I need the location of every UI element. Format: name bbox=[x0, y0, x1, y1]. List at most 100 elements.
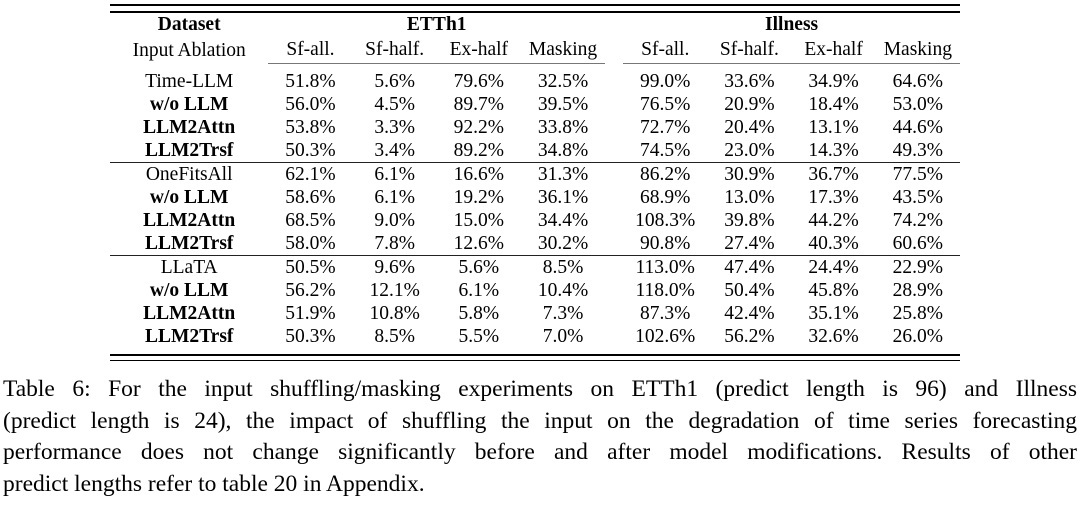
cell-value: 7.3% bbox=[542, 302, 584, 324]
cell-value: 12.6% bbox=[453, 232, 505, 254]
table-row: Time-LLM 51.8% 5.6% 79.6% 32.5% 99.0% 33.6% 34.… bbox=[110, 64, 960, 94]
cell-value: 32.6% bbox=[808, 325, 859, 347]
column-gap bbox=[605, 13, 623, 37]
cell-value: 50.5% bbox=[268, 255, 353, 279]
column-gap bbox=[605, 93, 623, 116]
cell-value: 20.4% bbox=[724, 116, 775, 138]
cell-value: 19.2% bbox=[453, 186, 505, 208]
cell-value: 58.6% bbox=[285, 186, 336, 208]
row-label: LLM2Attn bbox=[143, 116, 236, 138]
table-row: LLM2Attn 51.9% 10.8% 5.8% 7.3% 87.3% 42.4% 35.1… bbox=[110, 302, 960, 325]
cell-value: 79.6% bbox=[453, 70, 505, 92]
row-label: LLM2Attn bbox=[143, 209, 236, 231]
row-label: LLaTA bbox=[110, 255, 269, 279]
cell-value: 39.5% bbox=[537, 93, 589, 115]
subcol-etth1-ex-half: Ex-half bbox=[436, 37, 521, 64]
row-label: w/o LLM bbox=[149, 279, 229, 301]
table-header: Dataset ETTh1 Illness Input Ablation Sf-… bbox=[110, 13, 960, 64]
cell-value: 50.3% bbox=[285, 139, 336, 161]
cell-value: 32.5% bbox=[537, 70, 589, 92]
row-label: OneFitsAll bbox=[110, 162, 269, 186]
cell-value: 102.6% bbox=[635, 325, 696, 347]
cell-value: 6.1% bbox=[458, 279, 500, 301]
table-row: LLM2Trsf 50.3% 8.5% 5.5% 7.0% 102.6% 56.2% 32.6… bbox=[110, 325, 960, 354]
column-gap bbox=[605, 64, 623, 94]
cell-value: 6.1% bbox=[374, 186, 415, 208]
ablation-results-table: Dataset ETTh1 Illness Input Ablation Sf-… bbox=[110, 13, 960, 354]
cell-value: 15.0% bbox=[453, 209, 505, 231]
subcol-etth1-masking: Masking bbox=[520, 37, 606, 64]
cell-value: 74.5% bbox=[640, 139, 691, 161]
cell-value: 108.3% bbox=[635, 209, 696, 231]
cell-value: 50.3% bbox=[285, 325, 336, 347]
cell-value: 44.6% bbox=[892, 116, 944, 138]
subcol-etth1-sf-all: Sf-all. bbox=[268, 37, 353, 64]
table-row: OneFitsAll 62.1% 6.1% 16.6% 31.3% 86.2% 30.9% 3… bbox=[110, 162, 960, 186]
cell-value: 51.9% bbox=[285, 302, 336, 324]
cell-value: 5.8% bbox=[458, 302, 500, 324]
table-top-rule bbox=[110, 4, 960, 13]
column-gap bbox=[605, 255, 624, 279]
cell-value: 28.9% bbox=[892, 279, 944, 301]
cell-value: 5.6% bbox=[374, 70, 415, 92]
table-row: LLM2Attn 68.5% 9.0% 15.0% 34.4% 108.3% 39.8% 44… bbox=[110, 209, 960, 232]
cell-value: 47.4% bbox=[707, 255, 792, 279]
cell-value: 76.5% bbox=[640, 93, 691, 115]
column-gap bbox=[605, 279, 623, 302]
results-table-container: Dataset ETTh1 Illness Input Ablation Sf-… bbox=[110, 4, 960, 361]
column-gap bbox=[605, 116, 623, 139]
caption-line: predict lengths refer to table 20 in App… bbox=[3, 470, 425, 497]
column-gap bbox=[605, 162, 624, 186]
cell-value: 56.2% bbox=[285, 279, 336, 301]
cell-value: 10.8% bbox=[369, 302, 420, 324]
row-label: LLM2Trsf bbox=[144, 325, 234, 347]
cell-value: 77.5% bbox=[875, 162, 960, 186]
column-gap bbox=[605, 37, 623, 64]
cell-value: 89.7% bbox=[453, 93, 505, 115]
column-gap bbox=[605, 325, 623, 354]
table-caption: Table 6: For the input shuffling/masking… bbox=[3, 374, 1077, 500]
cell-value: 26.0% bbox=[892, 325, 944, 347]
cell-value: 9.6% bbox=[352, 255, 437, 279]
header-row-subcolumns: Input Ablation Sf-all. Sf-half. Ex-half … bbox=[110, 37, 960, 64]
table-body: Time-LLM 51.8% 5.6% 79.6% 32.5% 99.0% 33.6% 34.… bbox=[110, 64, 960, 355]
cell-value: 44.2% bbox=[808, 209, 859, 231]
cell-value: 68.5% bbox=[285, 209, 336, 231]
column-group-etth1: ETTh1 bbox=[406, 14, 467, 36]
caption-line: Table 6: For the input shuffling/masking… bbox=[3, 376, 1077, 402]
row-label: LLM2Trsf bbox=[144, 139, 234, 161]
caption-line: performance does not change significantl… bbox=[3, 439, 1077, 465]
cell-value: 8.5% bbox=[374, 325, 415, 347]
column-group-illness: Illness bbox=[765, 14, 819, 36]
cell-value: 30.9% bbox=[707, 162, 792, 186]
column-gap bbox=[605, 302, 623, 325]
cell-value: 86.2% bbox=[623, 162, 708, 186]
cell-value: 53.0% bbox=[892, 93, 944, 115]
row-label: w/o LLM bbox=[149, 93, 229, 115]
cell-value: 39.8% bbox=[724, 209, 775, 231]
cell-value: 40.3% bbox=[808, 232, 859, 254]
cell-value: 60.6% bbox=[892, 232, 944, 254]
subcol-etth1-sf-half: Sf-half. bbox=[352, 37, 437, 64]
cell-value: 53.8% bbox=[285, 116, 336, 138]
cell-value: 5.5% bbox=[458, 325, 500, 347]
cell-value: 18.4% bbox=[808, 93, 859, 115]
table-row: LLM2Trsf 50.3% 3.4% 89.2% 34.8% 74.5% 23.0% 14.… bbox=[110, 139, 960, 163]
subcol-illness-ex-half: Ex-half bbox=[791, 37, 876, 64]
cell-value: 31.3% bbox=[520, 162, 606, 186]
cell-value: 62.1% bbox=[268, 162, 353, 186]
cell-value: 92.2% bbox=[453, 116, 505, 138]
cell-value: 50.4% bbox=[724, 279, 775, 301]
subcol-illness-sf-all: Sf-all. bbox=[623, 37, 708, 64]
subcol-illness-masking: Masking bbox=[875, 37, 960, 64]
cell-value: 35.1% bbox=[808, 302, 859, 324]
subcol-illness-sf-half: Sf-half. bbox=[707, 37, 792, 64]
row-label: Time-LLM bbox=[145, 70, 234, 92]
header-row-datasets: Dataset ETTh1 Illness bbox=[110, 13, 960, 37]
column-gap bbox=[605, 186, 623, 209]
cell-value: 34.4% bbox=[537, 209, 589, 231]
table-bottom-rule bbox=[110, 354, 960, 361]
cell-value: 24.4% bbox=[791, 255, 876, 279]
cell-value: 36.1% bbox=[537, 186, 589, 208]
cell-value: 87.3% bbox=[640, 302, 691, 324]
